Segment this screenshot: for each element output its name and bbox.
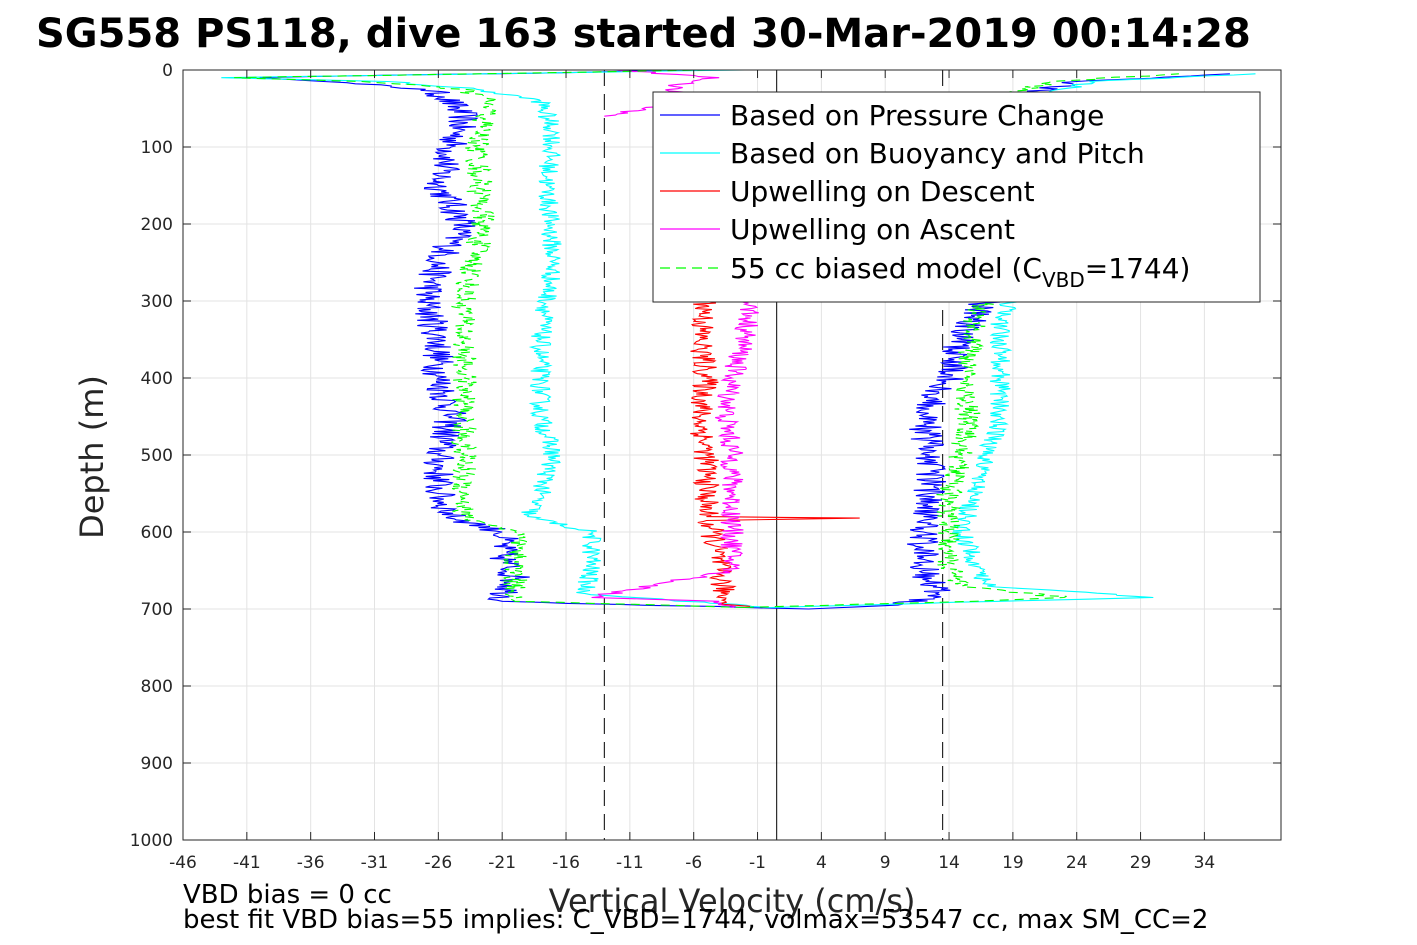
legend-label-ascent: Upwelling on Ascent xyxy=(730,213,1015,246)
x-tick-label: 14 xyxy=(938,853,960,873)
x-tick-label: -36 xyxy=(297,853,325,873)
x-tick-label: -1 xyxy=(749,853,766,873)
y-tick-label: 200 xyxy=(141,215,173,235)
y-tick-label: 700 xyxy=(141,600,173,620)
x-axis-ticks: -46 -41 -36 -31 -26 -21 -16 -11 -6 -1 4 9 14 19 24 29 34 xyxy=(169,70,1215,873)
series-line-0 xyxy=(744,300,1001,610)
x-tick-label: 9 xyxy=(880,853,891,873)
legend-label-model-sub: VBD xyxy=(1042,268,1085,292)
x-tick-label: -6 xyxy=(685,853,702,873)
x-tick-label: -11 xyxy=(616,853,644,873)
legend-label-model-post: =1744) xyxy=(1085,252,1191,285)
legend-box xyxy=(652,91,1261,303)
x-axis-label: Vertical Velocity (cm/s) xyxy=(549,882,916,920)
legend: Based on Pressure Change Based on Buoyan… xyxy=(652,91,1261,303)
series-line-1 xyxy=(221,70,771,609)
legend-label-pressure: Based on Pressure Change xyxy=(730,99,1104,132)
series-line-3 xyxy=(591,300,759,608)
series-line-4 xyxy=(744,300,1067,609)
series-line-0 xyxy=(259,70,745,609)
footer-best-fit: best fit VBD bias=55 implies: C_VBD=1744… xyxy=(183,905,1208,935)
series-line-1 xyxy=(770,300,1154,609)
y-axis-ticks: 0 100 200 300 400 500 600 700 800 900 1000 xyxy=(130,61,1281,851)
y-tick-label: 400 xyxy=(141,369,173,389)
y-tick-label: 900 xyxy=(141,754,173,774)
x-tick-label: 29 xyxy=(1130,853,1152,873)
footer-vbd-bias: VBD bias = 0 cc xyxy=(183,880,392,910)
x-tick-label: 19 xyxy=(1002,853,1024,873)
x-tick-label: 34 xyxy=(1194,853,1216,873)
chart-title: SG558 PS118, dive 163 started 30-Mar-201… xyxy=(36,11,1251,57)
x-tick-label: -21 xyxy=(488,853,516,873)
x-tick-label: -31 xyxy=(361,853,389,873)
series-line-2 xyxy=(690,300,860,609)
y-tick-label: 1000 xyxy=(130,831,173,851)
x-tick-label: -26 xyxy=(424,853,452,873)
x-tick-label: 4 xyxy=(816,853,827,873)
y-tick-label: 800 xyxy=(141,677,173,697)
y-axis-label: Depth (m) xyxy=(73,375,111,539)
legend-label-model-pre: 55 cc biased model (C xyxy=(730,252,1042,285)
x-tick-label: -46 xyxy=(169,853,197,873)
y-tick-label: 500 xyxy=(141,446,173,466)
legend-label-model: 55 cc biased model (CVBD=1744) xyxy=(730,252,1190,292)
y-tick-label: 0 xyxy=(162,61,173,81)
series-line-4 xyxy=(234,70,745,609)
x-tick-label: -41 xyxy=(233,853,261,873)
y-tick-label: 300 xyxy=(141,292,173,312)
x-tick-label: -16 xyxy=(552,853,580,873)
y-tick-label: 100 xyxy=(141,138,173,158)
y-tick-label: 600 xyxy=(141,523,173,543)
legend-label-descent: Upwelling on Descent xyxy=(730,175,1035,208)
x-tick-label: 24 xyxy=(1066,853,1088,873)
legend-label-buoyancy: Based on Buoyancy and Pitch xyxy=(730,137,1145,170)
